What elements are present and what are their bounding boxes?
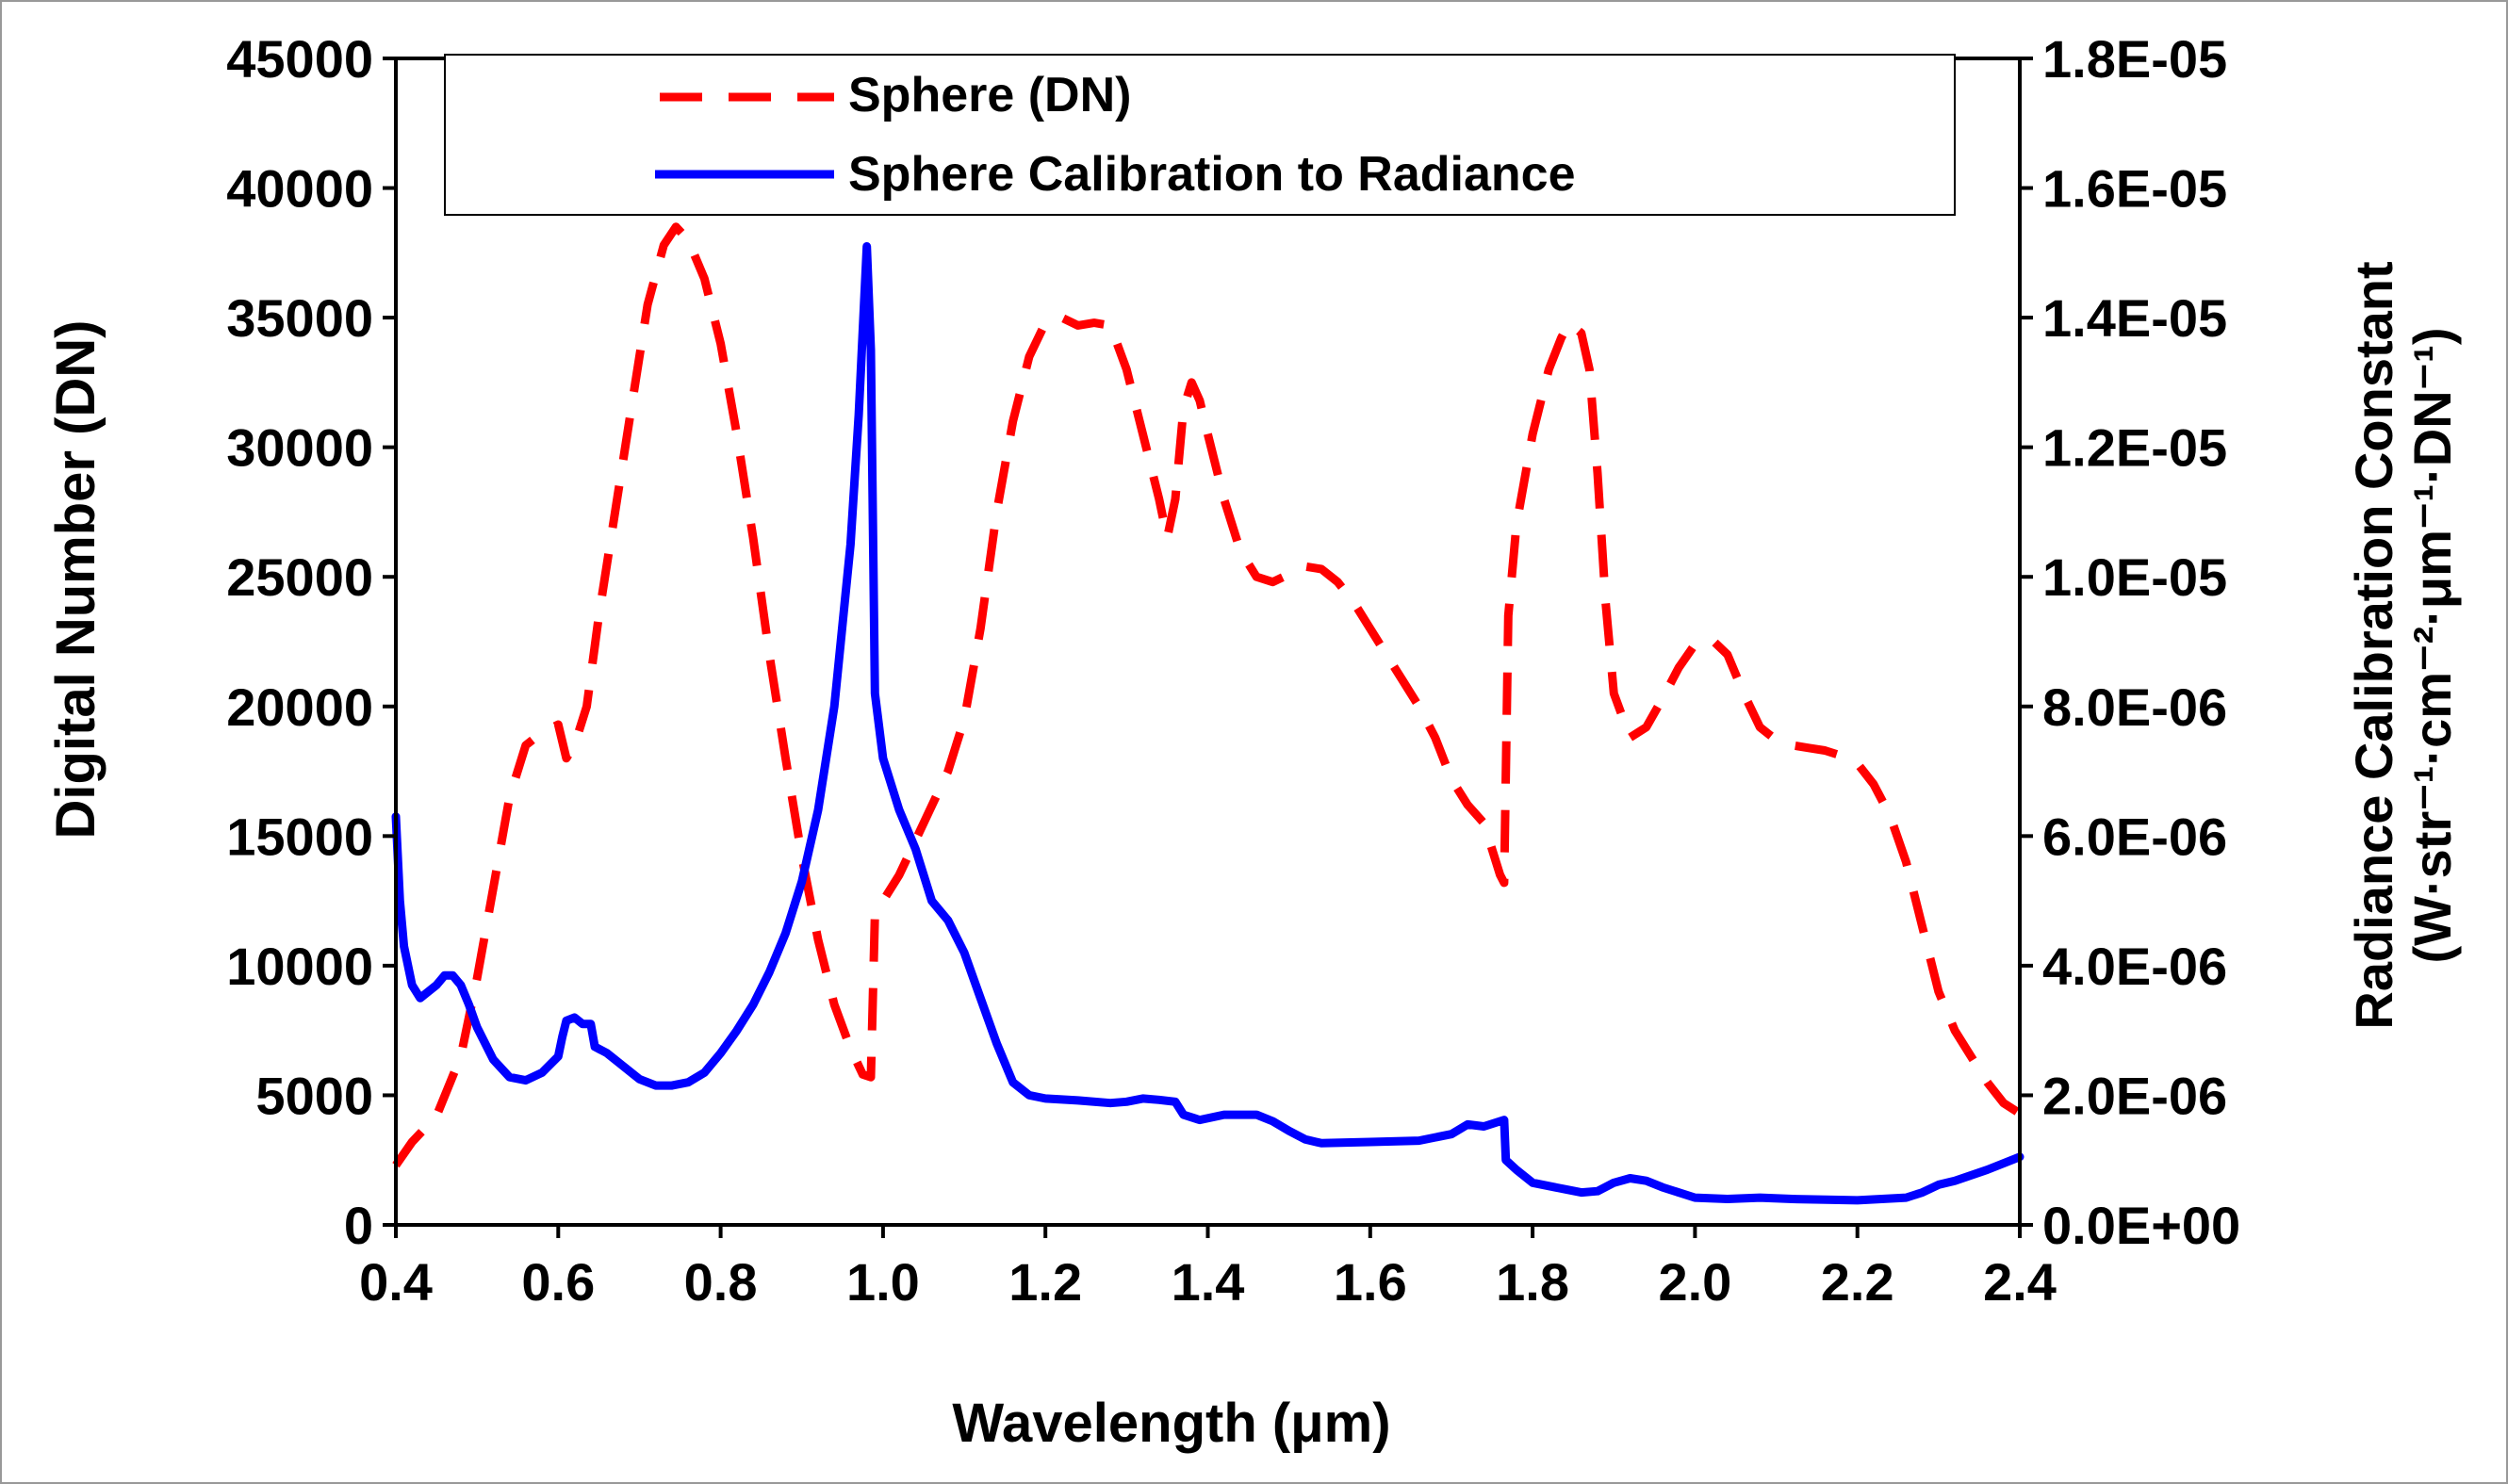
- series-layer: [391, 222, 2024, 1205]
- series-line-sphere-dn: [392, 222, 2023, 1168]
- x-tick-label: 2.2: [1821, 1252, 1894, 1312]
- x-tick-label: 1.2: [1008, 1252, 1082, 1312]
- y2-tick-label: 0.0E+00: [2042, 1196, 2240, 1255]
- x-tick-label: 2.0: [1658, 1252, 1731, 1312]
- y-tick-label: 35000: [226, 288, 373, 348]
- y-tick-label: 25000: [226, 547, 373, 607]
- y-tick-label: 10000: [226, 937, 373, 996]
- legend-box: [444, 54, 1956, 216]
- legend: Sphere (DN) Sphere Calibration to Radian…: [444, 54, 1956, 216]
- plot-background: [396, 58, 2020, 1225]
- x-tick-label: 1.4: [1172, 1252, 1245, 1312]
- y2-axis-title-line2: (W·str⁻¹·cm⁻²·μm⁻¹·DN⁻¹): [2402, 327, 2462, 963]
- plot-area: [396, 58, 2020, 1225]
- y-axis-title: Digital Number (DN): [45, 320, 107, 840]
- y2-tick-label: 1.0E-05: [2042, 547, 2227, 607]
- y-tick-label: 45000: [226, 29, 373, 89]
- y2-tick-label: 2.0E-06: [2042, 1066, 2227, 1125]
- x-tick-label: 0.6: [521, 1252, 595, 1312]
- y-tick-label: 20000: [226, 677, 373, 737]
- y-tick-label: 40000: [226, 159, 373, 219]
- y2-tick-label: 1.8E-05: [2042, 29, 2227, 89]
- axes-layer: 0.4 0.6 0.8 1.0 1.2 1.4 1.6 1.8 2.0 2.2 2.4 0 5000 10…: [226, 29, 2240, 1312]
- y2-tick-label: 1.4E-05: [2042, 288, 2227, 348]
- x-tick-label: 0.4: [359, 1252, 433, 1312]
- y2-axis-title-line1: Radiance Calibration Constant: [2344, 261, 2403, 1029]
- x-tick-label: 1.6: [1334, 1252, 1407, 1312]
- y2-tick-label: 6.0E-06: [2042, 807, 2227, 866]
- y-tick-label: 0: [344, 1196, 373, 1255]
- y2-tick-label: 1.2E-05: [2042, 418, 2227, 478]
- legend-label-sphere-dn: Sphere (DN): [848, 68, 1131, 122]
- y2-tick-label: 4.0E-06: [2042, 937, 2227, 996]
- x-axis-title: Wavelength (μm): [952, 1393, 1390, 1454]
- x-tick-label: 1.0: [846, 1252, 920, 1312]
- legend-label-calibration: Sphere Calibration to Radiance: [848, 147, 1576, 202]
- y-tick-label: 30000: [226, 418, 373, 478]
- x-tick-label: 1.8: [1496, 1252, 1569, 1312]
- y-tick-label: 15000: [226, 807, 373, 866]
- x-tick-label: 0.8: [684, 1252, 758, 1312]
- series-line-sphere-calibration: [391, 242, 2024, 1205]
- x-tick-label: 2.4: [1983, 1252, 2057, 1312]
- y2-tick-label: 8.0E-06: [2042, 677, 2227, 737]
- y-tick-label: 5000: [255, 1066, 373, 1125]
- y2-tick-label: 1.6E-05: [2042, 159, 2227, 219]
